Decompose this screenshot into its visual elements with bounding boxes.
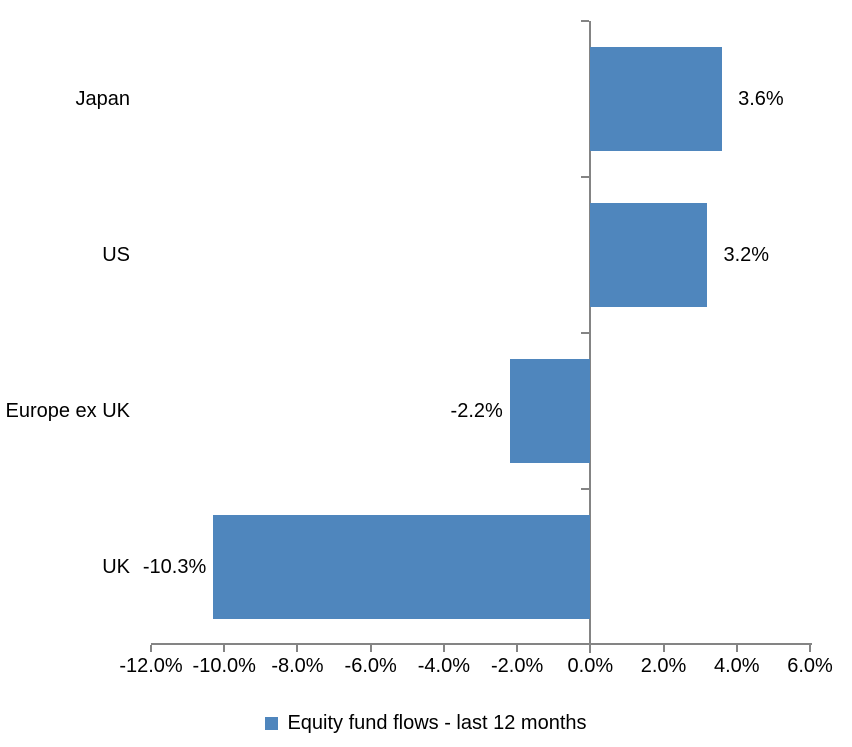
x-tick-label: -12.0% <box>119 655 183 677</box>
bar-us <box>590 203 708 307</box>
value-label: 3.2% <box>723 244 770 266</box>
x-axis-line <box>151 643 812 645</box>
category-label: Europe ex UK <box>5 400 130 422</box>
x-tick-mark <box>516 645 519 652</box>
x-tick-mark <box>150 645 152 652</box>
legend: Equity fund flows - last 12 months <box>0 706 852 740</box>
x-tick-label: -8.0% <box>271 655 324 677</box>
legend-swatch <box>265 716 279 730</box>
x-tick-mark <box>735 645 738 652</box>
x-tick-mark <box>589 645 592 652</box>
y-axis-line <box>589 21 592 653</box>
x-tick-mark <box>662 645 665 652</box>
x-tick-label: 0.0% <box>567 655 614 677</box>
y-tick-mark <box>581 176 590 178</box>
value-label: -10.3% <box>142 556 207 578</box>
bar-europe-ex-uk <box>509 359 591 463</box>
x-tick-label: -4.0% <box>417 655 470 677</box>
x-tick-label: 6.0% <box>787 655 833 677</box>
x-tick-mark <box>442 645 445 652</box>
bar-uk <box>213 515 591 619</box>
x-tick-label: 4.0% <box>713 655 760 677</box>
category-label: US <box>102 244 130 266</box>
x-tick-mark <box>296 645 299 652</box>
legend-label: Equity fund flows - last 12 months <box>287 711 587 734</box>
x-tick-mark <box>223 645 226 652</box>
y-tick-mark <box>581 332 590 334</box>
x-tick-mark <box>369 645 372 652</box>
x-tick-label: -6.0% <box>344 655 397 677</box>
value-label: -2.2% <box>450 400 503 422</box>
category-label: UK <box>102 556 130 578</box>
y-tick-mark <box>581 20 590 22</box>
bar-japan <box>590 47 723 151</box>
category-label: Japan <box>75 88 131 110</box>
value-label: 3.6% <box>738 88 784 110</box>
y-tick-mark <box>581 488 590 490</box>
x-tick-label: -2.0% <box>490 655 544 677</box>
x-tick-label: 2.0% <box>640 655 687 677</box>
x-tick-mark <box>809 645 811 652</box>
x-tick-label: -10.0% <box>192 655 256 677</box>
